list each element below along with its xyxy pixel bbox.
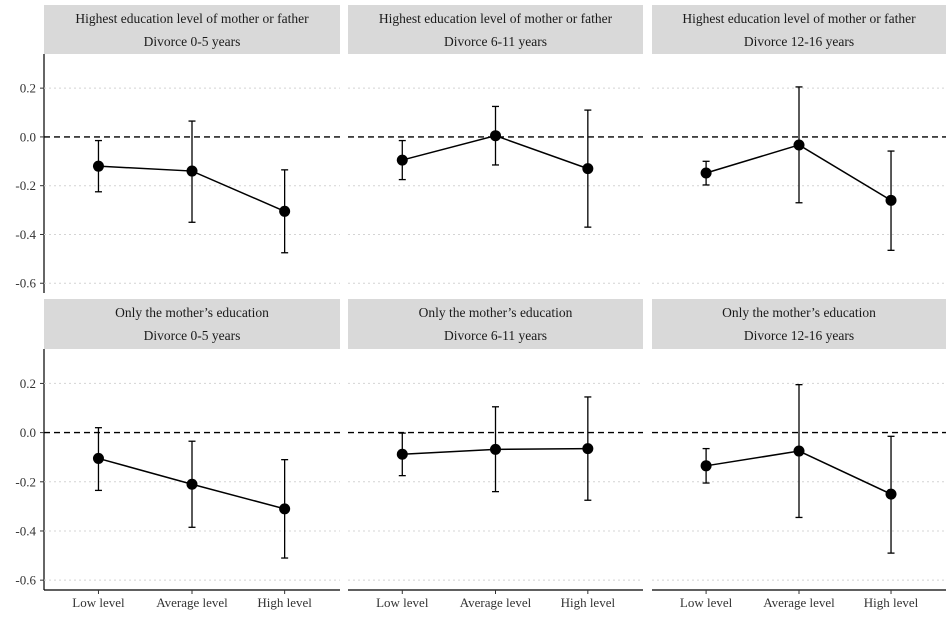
- data-point: [582, 163, 594, 175]
- facet-strip-title: Highest education level of mother or fat…: [682, 11, 916, 26]
- x-tick-label: High level: [257, 595, 312, 610]
- data-point: [279, 503, 291, 515]
- facet-strip-title: Highest education level of mother or fat…: [379, 11, 613, 26]
- facet-panel: Only the mother’s education Divorce 0-5 y…: [44, 299, 340, 581]
- data-point: [793, 139, 805, 151]
- facet-strip-subtitle: Divorce 12-16 years: [744, 328, 854, 343]
- y-tick-label: -0.2: [15, 474, 36, 489]
- data-point: [186, 478, 198, 490]
- x-tick-label: Average level: [763, 595, 835, 610]
- facet-strip-title: Highest education level of mother or fat…: [75, 11, 309, 26]
- facet-panel: Only the mother’s education Divorce 12-16…: [652, 299, 946, 581]
- data-point: [885, 194, 897, 206]
- data-point: [396, 448, 408, 460]
- facet-strip: [652, 299, 946, 349]
- data-point: [700, 167, 712, 179]
- y-tick-label: -0.6: [15, 573, 36, 588]
- data-point: [92, 452, 104, 464]
- facet-panel: Highest education level of mother or fat…: [652, 5, 946, 284]
- y-tick-label: -0.4: [15, 523, 36, 538]
- facet-strip-subtitle: Divorce 6-11 years: [444, 328, 547, 343]
- x-tick-label: High level: [561, 595, 616, 610]
- x-tick-label: Low level: [72, 595, 125, 610]
- facet-panel: Highest education level of mother or fat…: [44, 5, 340, 284]
- facet-strip: [348, 5, 643, 54]
- y-tick-label: -0.2: [15, 178, 36, 193]
- facet-strip: [652, 5, 946, 54]
- facet-strip-title: Only the mother’s education: [419, 305, 573, 320]
- facet-strip-subtitle: Divorce 6-11 years: [444, 34, 547, 49]
- data-point: [700, 460, 712, 472]
- facet-panel: Only the mother’s education Divorce 6-11 …: [348, 299, 643, 581]
- facet-strip: [44, 299, 340, 349]
- facet-strip: [348, 299, 643, 349]
- data-point: [490, 443, 501, 455]
- y-tick-label: -0.6: [15, 276, 36, 291]
- facet-strip-title: Only the mother’s education: [115, 305, 269, 320]
- data-point: [885, 488, 897, 500]
- x-tick-label: Average level: [156, 595, 228, 610]
- data-point: [490, 130, 501, 142]
- data-point: [396, 154, 408, 166]
- facet-strip-subtitle: Divorce 12-16 years: [744, 34, 854, 49]
- y-tick-label: -0.4: [15, 227, 36, 242]
- data-point: [279, 205, 291, 217]
- y-tick-label: 0.2: [20, 376, 36, 391]
- data-point: [582, 443, 594, 455]
- data-point: [186, 165, 198, 177]
- data-point: [92, 160, 104, 172]
- x-tick-label: High level: [864, 595, 919, 610]
- facet-strip-subtitle: Divorce 0-5 years: [144, 34, 241, 49]
- facet-strip-subtitle: Divorce 0-5 years: [144, 328, 241, 343]
- y-tick-label: 0.0: [20, 425, 36, 440]
- facet-strip: [44, 5, 340, 54]
- x-tick-label: Low level: [680, 595, 733, 610]
- data-point: [793, 445, 805, 457]
- facet-panel: Highest education level of mother or fat…: [348, 5, 643, 284]
- x-tick-label: Average level: [460, 595, 532, 610]
- x-tick-label: Low level: [376, 595, 429, 610]
- facet-strip-title: Only the mother’s education: [722, 305, 876, 320]
- y-tick-label: 0.0: [20, 129, 36, 144]
- y-tick-label: 0.2: [20, 81, 36, 96]
